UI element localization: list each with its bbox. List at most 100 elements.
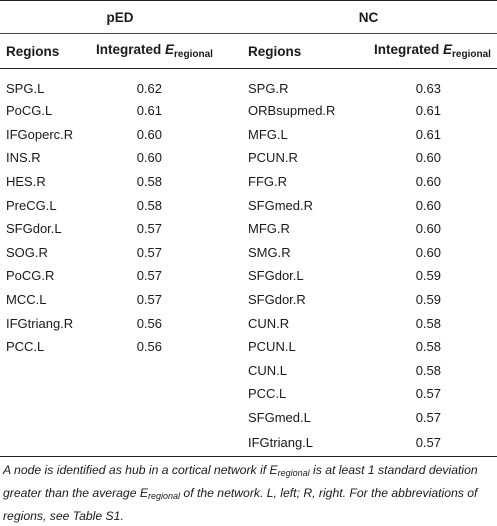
ped-region-cell: PCC.L [6,339,45,355]
footnote-e-symbol: E [139,486,149,500]
footnote-e-subscript: regional [277,468,310,478]
e-symbol: E [443,42,453,57]
table-row: PoCG.R 0.57 SFGdor.L 0.59 [0,264,497,288]
ped-value-cell: 0.57 [136,292,162,308]
ped-value-cell [88,406,240,430]
integrated-label: Integrated [96,42,166,57]
nc-value-cell: 0.61 [415,103,441,119]
col-header-integrated-ped: Integrated Eregional [88,33,240,69]
ped-region-cell [0,382,88,406]
table-body: SPG.L 0.62 SPG.R 0.63 PoCG.L 0.61 ORBsupmed.R 0… [0,69,497,458]
ped-value-cell: 0.60 [136,126,162,142]
nc-region-cell: SFGmed.L [248,410,311,426]
ped-value-cell: 0.62 [136,80,162,96]
nc-value-cell: 0.61 [415,126,441,142]
nc-region-cell: SPG.R [248,80,289,96]
table-row: PoCG.L 0.61 ORBsupmed.R 0.61 [0,99,497,123]
ped-value-cell: 0.57 [136,244,162,260]
ped-region-cell: PoCG.L [6,103,53,119]
table-row: SPG.L 0.62 SPG.R 0.63 [0,69,497,100]
ped-region-cell: SOG.R [6,244,48,260]
nc-region-cell: MFG.L [248,126,288,142]
nc-value-cell: 0.57 [368,429,497,458]
nc-value-cell: 0.60 [415,244,441,260]
e-subscript: regional [452,49,491,60]
table-row: MCC.L 0.57 SFGdor.R 0.59 [0,288,497,312]
nc-region-cell: SFGdor.R [248,292,306,308]
ped-value-cell: 0.56 [136,339,162,355]
nc-value-cell: 0.60 [415,221,441,237]
nc-value-cell: 0.60 [415,150,441,166]
nc-value-cell: 0.59 [415,292,441,308]
nc-region-cell: SMG.R [248,244,291,260]
nc-value-cell: 0.58 [415,339,441,355]
table-row: INS.R 0.60 PCUN.R 0.60 [0,146,497,170]
group-header-row: pED NC [0,0,497,34]
table-row: SFGdor.L 0.57 MFG.R 0.60 [0,217,497,241]
nc-value-cell: 0.63 [415,80,441,96]
e-symbol: E [165,42,175,57]
nc-region-cell: FFG.R [248,174,287,190]
nc-region-cell: SFGdor.L [248,268,304,284]
nc-region-cell: SFGmed.R [248,197,314,213]
ped-region-cell: SPG.L [6,80,45,96]
ped-region-cell: MCC.L [6,292,47,308]
nc-region-cell: IFGtriang.L [240,429,368,458]
ped-region-cell: INS.R [6,150,41,166]
group-header-nc: NC [240,0,497,34]
col-header-regions-ped: Regions [0,33,88,69]
col-header-integrated-nc: Integrated Eregional [368,33,497,69]
ped-value-cell: 0.61 [136,103,162,119]
ped-value-cell: 0.60 [136,150,162,166]
table-row: PreCG.L 0.58 SFGmed.R 0.60 [0,193,497,217]
nc-value-cell: 0.57 [415,386,441,402]
integrated-label: Integrated [374,42,444,57]
ped-value-cell: 0.56 [136,315,162,331]
nc-value-cell: 0.60 [415,174,441,190]
footnote-e-subscript: regional [148,491,181,501]
table-row: PCC.L 0.57 [0,382,497,406]
ped-value-cell [88,359,240,383]
nc-region-cell: PCUN.R [248,150,298,166]
footnote-text-3: of the network. L, left; R, right. For t… [3,486,478,523]
column-header-row: Regions Integrated Eregional Regions Int… [0,33,497,69]
nc-value-cell: 0.58 [415,362,441,378]
ped-value-cell: 0.58 [136,197,162,213]
group-header-ped: pED [0,0,240,34]
nc-region-cell: MFG.R [248,221,290,237]
ped-region-cell: IFGoperc.R [6,126,74,142]
table-row: IFGtriang.L 0.57 [0,429,497,458]
table-row: CUN.L 0.58 [0,359,497,383]
table-row: IFGoperc.R 0.60 MFG.L 0.61 [0,123,497,147]
footnote-text-1: A node is identified as hub in a cortica… [3,463,270,477]
nc-region-cell: PCC.L [248,386,287,402]
table-footnote: A node is identified as hub in a cortica… [3,460,493,526]
nc-region-cell: CUN.L [248,362,288,378]
table-row: SOG.R 0.57 SMG.R 0.60 [0,241,497,265]
ped-region-cell [0,406,88,430]
ped-value-cell: 0.57 [136,221,162,237]
ped-value-cell [88,429,240,458]
footnote-text-2: is at least 1 standard deviation greater… [3,463,478,500]
table-row: IFGtriang.R 0.56 CUN.R 0.58 [0,311,497,335]
nc-value-cell: 0.60 [415,197,441,213]
nc-region-cell: PCUN.L [248,339,296,355]
table-row: PCC.L 0.56 PCUN.L 0.58 [0,335,497,359]
footnote-e-symbol: E [269,463,278,477]
ped-region-cell [0,359,88,383]
nc-value-cell: 0.59 [415,268,441,284]
ped-region-cell: SFGdor.L [6,221,62,237]
ped-region-cell: PreCG.L [6,197,57,213]
nc-value-cell: 0.57 [415,410,441,426]
ped-region-cell [0,429,88,458]
e-subscript: regional [174,49,213,60]
nc-value-cell: 0.58 [415,315,441,331]
table-row: SFGmed.L 0.57 [0,406,497,430]
col-header-regions-nc: Regions [240,33,368,69]
ped-region-cell: HES.R [6,174,46,190]
ped-value-cell [88,382,240,406]
nc-region-cell: ORBsupmed.R [248,103,336,119]
ped-value-cell: 0.57 [136,268,162,284]
ped-region-cell: IFGtriang.R [6,315,74,331]
